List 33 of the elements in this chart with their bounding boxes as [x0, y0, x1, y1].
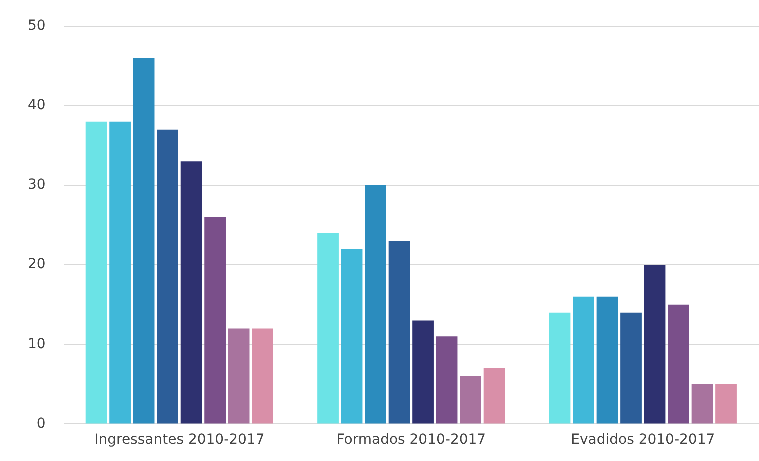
y-tick-label: 10	[28, 336, 46, 352]
bar	[157, 130, 178, 424]
y-tick-label: 20	[28, 256, 46, 273]
bar	[644, 265, 666, 424]
bar	[228, 328, 250, 424]
bar	[549, 312, 571, 424]
bar	[365, 186, 386, 424]
bar	[318, 233, 339, 424]
y-tick-label: 50	[28, 18, 46, 34]
bar	[133, 58, 155, 424]
bar	[412, 320, 434, 424]
bar	[180, 162, 202, 424]
bar	[596, 296, 618, 424]
bar	[484, 368, 506, 424]
bar	[252, 328, 274, 424]
bar	[460, 376, 482, 424]
bar	[436, 336, 458, 424]
y-tick-label: 30	[28, 177, 46, 194]
bar	[110, 122, 131, 424]
bar	[620, 312, 642, 424]
bar	[716, 384, 737, 424]
bar	[204, 217, 226, 424]
bar	[692, 384, 714, 424]
x-tick-label: Evadidos 2010-2017	[571, 432, 716, 448]
x-tick-label: Formados 2010-2017	[336, 432, 486, 448]
y-tick-label: 0	[36, 416, 46, 432]
bar	[86, 122, 108, 424]
bar	[341, 249, 363, 424]
y-tick-label: 40	[28, 98, 46, 114]
bar	[388, 241, 410, 424]
x-tick-label: Ingressantes 2010-2017	[94, 432, 265, 448]
bar	[573, 296, 594, 424]
bar	[668, 304, 690, 424]
